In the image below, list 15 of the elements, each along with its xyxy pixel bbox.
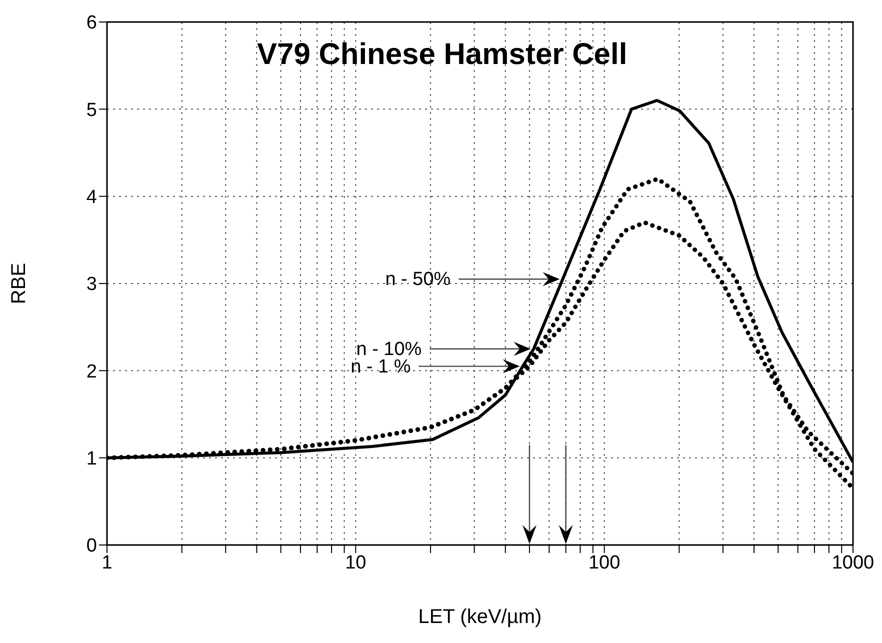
x-tick-label: 1	[102, 552, 112, 574]
x-tick-label: 10	[345, 552, 366, 574]
y-tick-label: 2	[86, 361, 97, 382]
y-axis-title: RBE	[8, 262, 30, 304]
y-tick-label: 3	[86, 274, 97, 296]
y-tick-label: 6	[86, 12, 97, 34]
x-tick-label: 100	[588, 552, 620, 574]
y-tick-label: 5	[86, 100, 97, 121]
y-tick-label: 1	[86, 448, 97, 470]
text: V79 Chinese Hamster Cell	[257, 38, 628, 71]
x-tick-label: 1000	[832, 552, 874, 574]
annotation: n - 50%	[385, 269, 451, 290]
y-tick-label: 0	[86, 536, 97, 557]
x-axis-title: LET (keV/µm)	[418, 606, 542, 628]
y-tick-label: 4	[86, 187, 98, 208]
